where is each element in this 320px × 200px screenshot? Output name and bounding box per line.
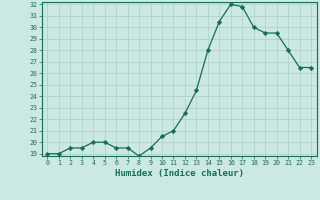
X-axis label: Humidex (Indice chaleur): Humidex (Indice chaleur) [115, 169, 244, 178]
